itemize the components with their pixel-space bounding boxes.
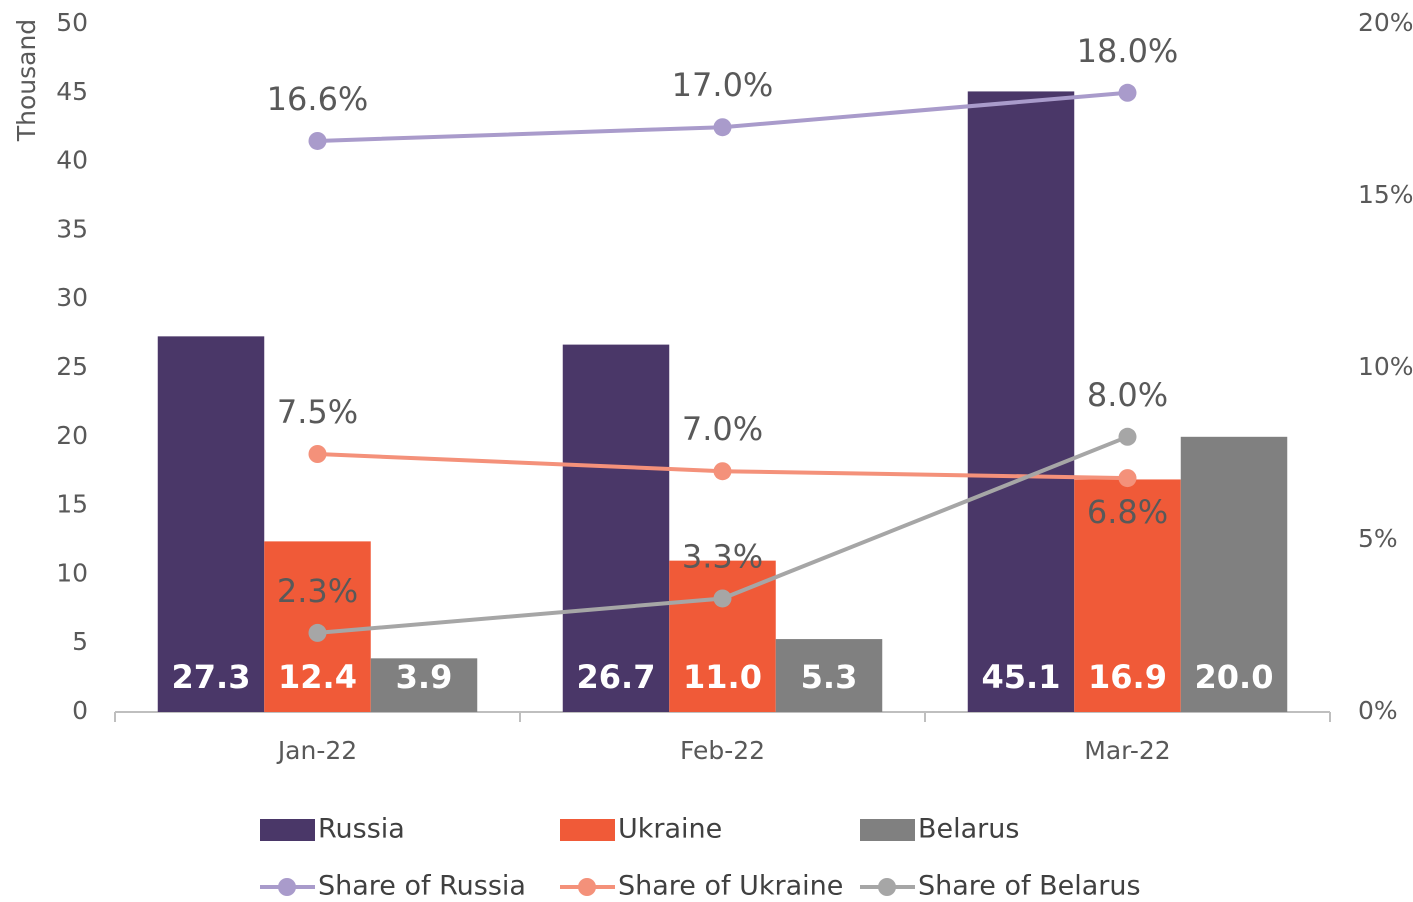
bar-label: 3.9: [396, 658, 453, 696]
line-marker: [713, 118, 732, 137]
line-marker: [713, 589, 732, 608]
y2-tick-label: 10%: [1358, 352, 1413, 381]
line-marker: [1118, 427, 1137, 446]
line-label: 17.0%: [672, 66, 774, 104]
bar-label: 45.1: [982, 658, 1061, 696]
y-tick-label: 10: [56, 558, 88, 587]
y-tick-label: 45: [56, 77, 88, 106]
bar: [967, 91, 1075, 712]
x-tick-label: Mar-22: [1084, 736, 1170, 765]
legend-swatch: [578, 878, 596, 896]
bar-label: 12.4: [278, 658, 357, 696]
legend-swatch: [560, 819, 615, 841]
line-marker: [1118, 83, 1137, 102]
line-label: 7.5%: [277, 393, 358, 431]
y-tick-label: 20: [56, 421, 88, 450]
line-label: 16.6%: [267, 80, 369, 118]
bar: [370, 658, 478, 712]
bar-label: 26.7: [577, 658, 656, 696]
y-tick-label: 50: [56, 8, 88, 37]
legend-label: Share of Ukraine: [618, 871, 843, 902]
x-tick-label: Feb-22: [680, 736, 765, 765]
line-marker: [1118, 469, 1137, 488]
bar-label: 5.3: [801, 658, 858, 696]
bar: [157, 336, 265, 712]
y-tick-label: 35: [56, 214, 88, 243]
legend-swatch: [860, 819, 915, 841]
legend-label: Russia: [318, 814, 405, 845]
y-tick-label: 15: [56, 490, 88, 519]
y-tick-label: 5: [72, 627, 88, 656]
legend-swatch: [260, 819, 315, 841]
line-label: 3.3%: [682, 537, 763, 575]
legend-label: Share of Russia: [318, 871, 526, 902]
bar-label: 16.9: [1088, 658, 1167, 696]
bar: [1074, 479, 1181, 712]
y2-tick-label: 15%: [1358, 180, 1413, 209]
line-marker: [713, 462, 732, 481]
y-tick-label: 0: [72, 696, 88, 725]
legend-label: Ukraine: [618, 814, 722, 845]
y-tick-label: 40: [56, 146, 88, 175]
line-marker: [308, 445, 327, 463]
line-label: 8.0%: [1087, 376, 1168, 414]
line-label: 18.0%: [1077, 32, 1179, 70]
y2-tick-label: 20%: [1358, 8, 1413, 37]
y2-tick-label: 5%: [1358, 524, 1398, 553]
bar: [1180, 436, 1288, 712]
y-axis-title: Thousand: [12, 19, 41, 142]
legend-label: Share of Belarus: [918, 871, 1141, 902]
line-marker: [308, 623, 327, 642]
line-label: 2.3%: [277, 572, 358, 610]
bar-label: 11.0: [683, 658, 762, 696]
bar: [562, 344, 670, 712]
legend-swatch: [878, 878, 896, 896]
line-marker: [308, 131, 327, 150]
line-label: 7.0%: [682, 410, 763, 448]
line-label: 6.8%: [1087, 493, 1168, 531]
y-tick-label: 25: [56, 352, 88, 381]
bar: [775, 639, 883, 712]
legend-swatch: [278, 878, 296, 896]
x-tick-label: Jan-22: [276, 736, 357, 765]
y-tick-label: 30: [56, 283, 88, 312]
bar-label: 20.0: [1195, 658, 1274, 696]
bar-label: 27.3: [172, 658, 251, 696]
y2-tick-label: 0%: [1358, 696, 1398, 725]
legend-label: Belarus: [918, 814, 1019, 845]
